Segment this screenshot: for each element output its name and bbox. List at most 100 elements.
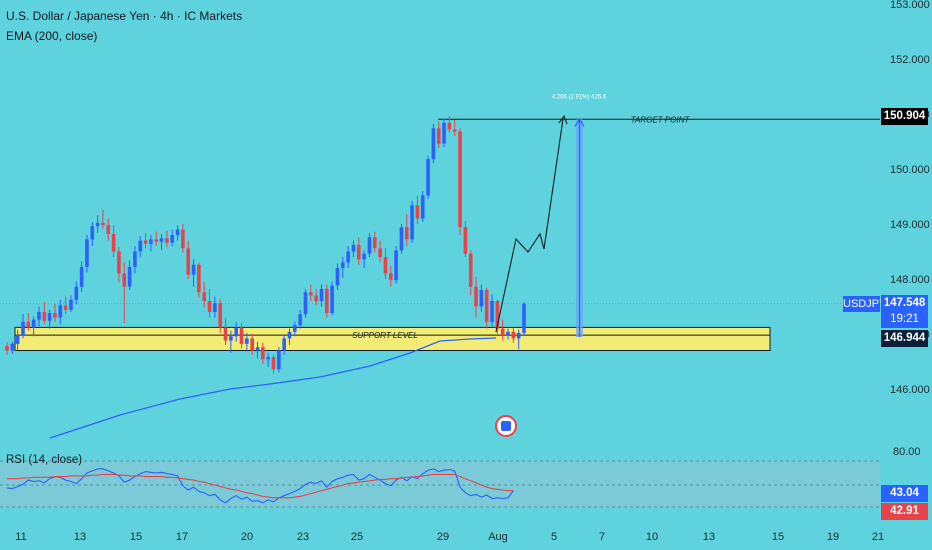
y-tick-label: 150.000 — [890, 164, 930, 176]
x-tick-label: 29 — [437, 531, 449, 543]
candle-body — [516, 332, 521, 339]
candle-body — [436, 128, 441, 144]
candle-body — [479, 290, 484, 307]
candle-body — [154, 239, 159, 242]
candle-body — [330, 285, 334, 314]
candle-body — [58, 305, 63, 318]
candle-body — [404, 227, 409, 240]
target-price-tag: 150.904 — [881, 108, 928, 125]
candle-body — [356, 244, 361, 260]
y-tick-label: 148.000 — [890, 274, 930, 286]
candle-body — [10, 343, 15, 351]
candle-body — [165, 238, 169, 243]
x-tick-label: 15 — [772, 531, 784, 543]
candle-body — [426, 159, 430, 196]
candle-body — [271, 357, 276, 370]
candle-body — [431, 128, 436, 160]
y-tick-label: 149.000 — [890, 219, 930, 231]
x-tick-label: 19 — [827, 531, 839, 543]
candle-body — [309, 292, 313, 296]
candle-body — [495, 301, 500, 329]
candle-body — [298, 314, 302, 326]
support-level-label: SUPPORT LEVEL — [352, 331, 418, 340]
x-tick-label: 15 — [130, 531, 142, 543]
candle-body — [63, 305, 68, 310]
candle-body — [410, 205, 414, 240]
candle-body — [415, 205, 420, 219]
target-point-label: TARGET POINT — [631, 115, 691, 124]
x-tick-label: 11 — [15, 531, 26, 543]
chart-title: U.S. Dollar / Japanese Yen · 4h · IC Mar… — [6, 9, 243, 23]
candle-body — [239, 327, 244, 344]
candle-body — [506, 331, 510, 336]
rsi-line — [6, 468, 514, 504]
measure-arrowhead — [574, 118, 585, 127]
axes: 146.000147.000148.000149.000150.000151.0… — [15, 0, 929, 543]
candle-body — [15, 335, 20, 344]
candle-body — [143, 240, 148, 244]
candle-body — [170, 235, 175, 243]
candle-body — [511, 331, 516, 339]
candle-body — [250, 338, 254, 351]
candle-body — [522, 303, 526, 333]
candle-body — [399, 227, 404, 251]
candle-body — [261, 347, 265, 360]
candle-body — [106, 225, 111, 234]
candle-body — [255, 347, 260, 351]
candle-body — [138, 240, 143, 252]
indicator-label[interactable]: EMA (200, close) — [6, 29, 98, 43]
candle-body — [133, 251, 137, 267]
x-tick-label: 20 — [241, 531, 253, 543]
candle-body — [95, 222, 100, 227]
candle-body — [223, 327, 228, 341]
candle-body — [31, 319, 36, 328]
candle-body — [500, 328, 505, 336]
x-tick-label: 13 — [703, 531, 715, 543]
projection-path — [495, 118, 564, 333]
candle-body — [378, 248, 382, 257]
candle-body — [319, 288, 324, 301]
candle-body — [181, 229, 185, 249]
rsi-y-tick-label: 80.00 — [893, 446, 921, 458]
candle-body — [101, 222, 105, 226]
candle-body — [452, 129, 457, 132]
candle-body — [383, 257, 388, 274]
candle-body — [175, 229, 180, 235]
candle-body — [314, 295, 318, 301]
candle-body — [159, 238, 164, 242]
flag-inner-icon — [501, 421, 511, 431]
candle-body — [372, 237, 377, 249]
candle-body — [207, 301, 212, 312]
candle-body — [5, 346, 9, 351]
candle-body — [127, 266, 132, 287]
candle-body — [79, 266, 84, 287]
candle-body — [213, 303, 217, 312]
x-tick-label: 17 — [176, 531, 188, 543]
candle-body — [37, 312, 41, 320]
candle-body — [468, 253, 473, 287]
candle-body — [53, 313, 57, 318]
ema-200-line — [49, 337, 497, 439]
candle-body — [346, 251, 350, 263]
candle-body — [351, 244, 356, 252]
measure-label: 4.266 (2.91%) 426.6 — [552, 94, 607, 100]
rsi-band — [0, 461, 880, 507]
projection-arrowhead — [558, 114, 568, 125]
candle-body — [490, 301, 494, 322]
price-scale[interactable] — [880, 0, 932, 550]
main-pane: SUPPORT LEVEL TARGET POINT 4.266 (2.91%) 4… — [0, 94, 880, 439]
rsi-panel — [0, 460, 880, 508]
candle-body — [474, 286, 478, 307]
x-tick-label: 5 — [551, 531, 557, 543]
candle-body — [47, 313, 52, 321]
candle-body — [458, 131, 462, 228]
candle-body — [335, 268, 340, 286]
y-tick-label: 146.000 — [890, 384, 930, 396]
candle-body — [191, 264, 196, 275]
candle-body — [325, 288, 329, 314]
rsi-label[interactable]: RSI (14, close) — [6, 454, 83, 466]
candle-body — [197, 264, 201, 293]
candle-body — [90, 226, 95, 240]
